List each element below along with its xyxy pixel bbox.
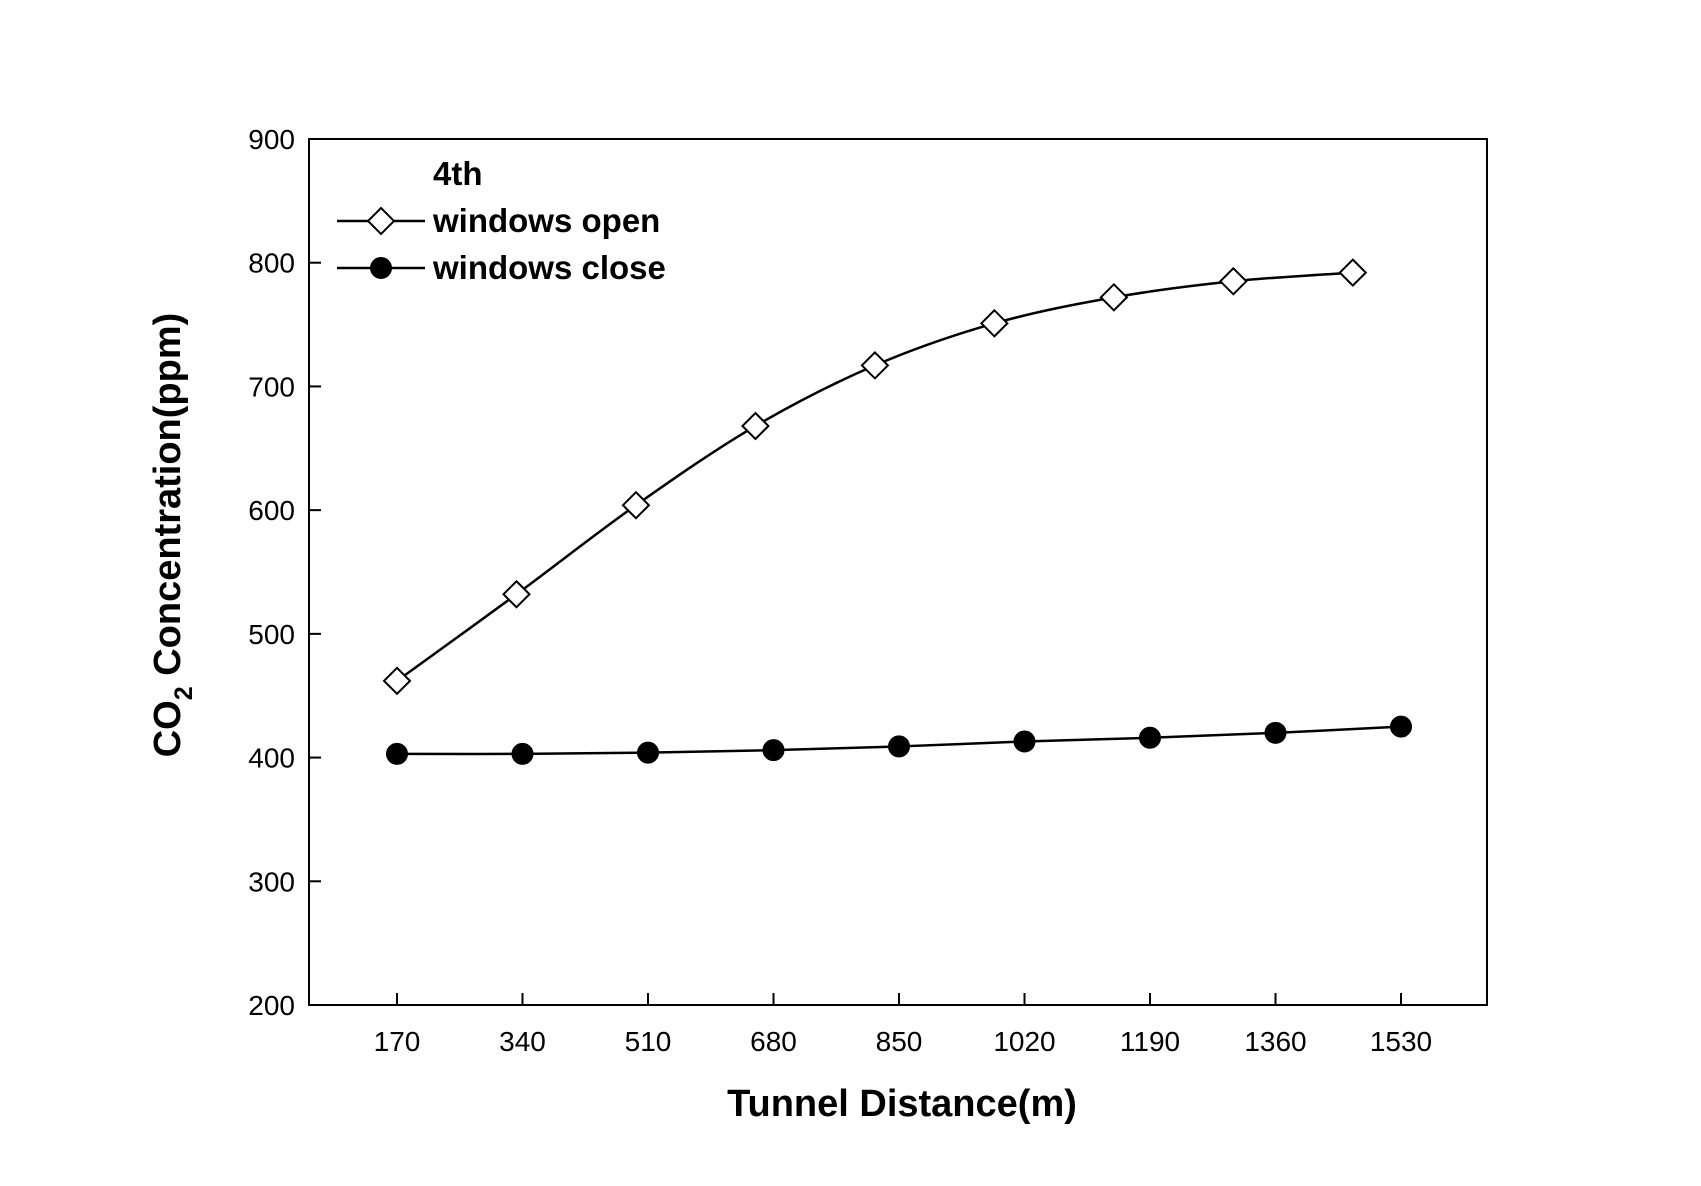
y-tick-label: 300 <box>248 866 295 897</box>
x-tick-label: 850 <box>876 1026 923 1057</box>
data-point <box>1338 258 1368 288</box>
x-axis-title: Tunnel Distance(m) <box>727 1083 1077 1125</box>
legend-heading: 4th <box>433 155 483 192</box>
x-tick-label: 170 <box>374 1026 421 1057</box>
legend-label: windows open <box>432 202 660 239</box>
series-windows-close <box>386 715 1412 765</box>
y-tick-label: 600 <box>248 495 295 526</box>
x-tick-label: 1360 <box>1244 1026 1306 1057</box>
data-point <box>511 742 534 765</box>
legend-item: windows open <box>337 202 660 239</box>
x-tick-label: 1020 <box>993 1026 1055 1057</box>
data-point <box>382 666 412 696</box>
data-point <box>860 350 890 380</box>
legend-label: windows close <box>432 249 666 286</box>
y-tick-label: 800 <box>248 248 295 279</box>
data-point <box>1218 266 1248 296</box>
data-point <box>1099 282 1129 312</box>
y-tick-label: 500 <box>248 619 295 650</box>
data-point <box>502 579 531 609</box>
data-point <box>621 490 651 520</box>
y-axis-title-main: CO <box>147 700 189 757</box>
series-windows-open <box>382 258 1368 696</box>
legend: 4th windows open windows close <box>337 155 666 286</box>
legend-items: windows open windows close <box>337 202 666 286</box>
legend-marker <box>370 257 392 279</box>
data-point <box>1264 721 1287 744</box>
y-axis-title: CO2 Concentration(ppm) <box>147 313 198 758</box>
legend-item: windows close <box>337 249 666 286</box>
series-layer <box>382 258 1412 765</box>
y-axis: 200 300 400 500 600 700 800 900 <box>248 124 321 1021</box>
y-tick-label: 400 <box>248 743 295 774</box>
data-point <box>1139 726 1161 749</box>
y-tick-label: 700 <box>248 371 295 402</box>
x-tick-label: 510 <box>625 1026 672 1057</box>
x-tick-label: 340 <box>499 1026 546 1057</box>
data-point <box>1013 730 1036 753</box>
y-tick-label: 900 <box>248 124 295 155</box>
x-tick-label: 1530 <box>1370 1026 1432 1057</box>
series-line <box>396 271 1353 682</box>
y-axis-title-rest: Concentration(ppm) <box>147 313 189 687</box>
x-axis: 170 340 510 680 850 1020 1190 1360 1530 <box>374 993 1432 1057</box>
legend-marker <box>366 206 396 236</box>
data-point <box>741 411 770 441</box>
x-tick-label: 680 <box>750 1026 797 1057</box>
y-axis-title-subscript: 2 <box>170 686 198 700</box>
data-point <box>979 308 1009 338</box>
y-tick-label: 200 <box>248 990 295 1021</box>
data-point <box>762 739 785 762</box>
data-point <box>888 735 910 758</box>
data-point <box>1390 715 1412 738</box>
data-point <box>386 742 408 765</box>
data-point <box>637 741 659 764</box>
x-tick-label: 1190 <box>1120 1026 1180 1057</box>
